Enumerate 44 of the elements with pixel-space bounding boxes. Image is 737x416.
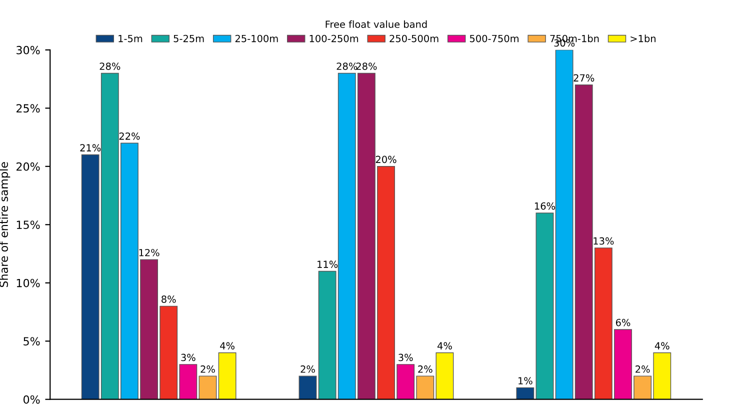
legend-label: 5-25m: [174, 34, 204, 42]
data-label: 2%: [418, 365, 432, 373]
data-label: 3%: [398, 354, 413, 362]
bar: [198, 376, 217, 400]
data-label: 2%: [200, 365, 215, 373]
data-label: 12%: [139, 248, 160, 256]
data-label: 28%: [356, 62, 377, 70]
legend-label: 100-250m: [310, 34, 358, 42]
y-tick-label: 30%: [16, 46, 40, 54]
data-label: 21%: [80, 144, 101, 152]
legend-title: Free float value band: [326, 20, 427, 28]
bar: [536, 212, 554, 400]
data-label: 28%: [100, 62, 120, 70]
data-label: 11%: [318, 260, 338, 268]
data-label: 16%: [535, 202, 556, 210]
legend-label: 1-5m: [118, 34, 142, 42]
y-tick-label: 0%: [24, 395, 40, 404]
data-label: 22%: [119, 132, 140, 140]
bar: [298, 376, 317, 400]
data-label: 4%: [437, 342, 452, 350]
data-label: 28%: [336, 62, 358, 70]
data-label: 4%: [654, 342, 670, 350]
bar: [436, 352, 454, 400]
data-label: 20%: [376, 156, 396, 164]
data-label: 3%: [181, 354, 196, 362]
data-label: 6%: [616, 318, 630, 326]
legend-label: 25-100m: [235, 34, 278, 42]
data-label: 1%: [518, 377, 532, 384]
data-label: 2%: [300, 365, 315, 373]
data-label: 13%: [594, 237, 614, 245]
data-label: 27%: [574, 74, 594, 82]
legend-label: 250-500m: [390, 34, 438, 42]
bar: [218, 352, 236, 400]
y-tick-label: 25%: [16, 104, 40, 113]
y-tick-label: 5%: [24, 337, 40, 346]
data-label: 4%: [220, 342, 234, 350]
legend-label: >1bn: [630, 34, 656, 42]
y-tick-label: 10%: [16, 278, 40, 288]
data-label: 8%: [162, 296, 176, 303]
legend-label: 500-750m: [470, 34, 518, 42]
y-tick-label: 20%: [16, 162, 40, 171]
bar: [516, 387, 534, 400]
data-label: 2%: [636, 365, 650, 373]
y-tick-label: 15%: [16, 220, 40, 230]
